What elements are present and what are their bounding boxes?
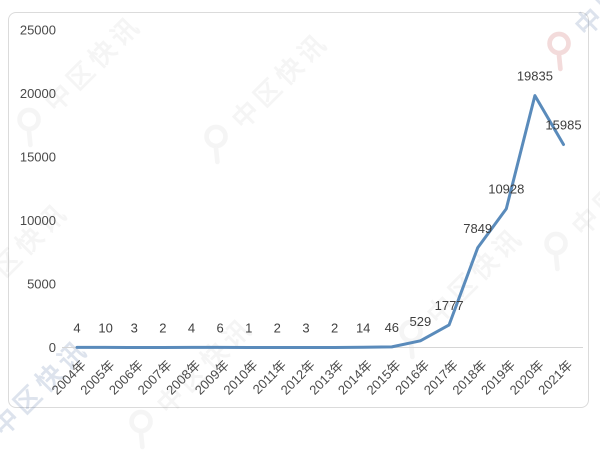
data-label: 2 [331, 321, 338, 336]
data-label: 1777 [435, 298, 464, 313]
data-label: 46 [385, 320, 399, 335]
data-label: 2 [159, 321, 166, 336]
data-label: 6 [216, 320, 223, 335]
data-label: 19835 [517, 69, 553, 84]
y-axis-label: 20000 [20, 86, 56, 101]
watermark-logo-icon [0, 424, 1, 472]
y-axis-label: 25000 [20, 23, 56, 38]
data-label: 3 [131, 321, 138, 336]
y-axis-label: 0 [49, 340, 56, 355]
data-label: 7849 [463, 221, 492, 236]
data-label: 15985 [545, 118, 581, 133]
data-label: 3 [302, 321, 309, 336]
y-axis-label: 5000 [27, 277, 56, 292]
data-label: 10928 [488, 182, 524, 197]
data-label: 14 [356, 320, 370, 335]
data-label: 1 [245, 321, 252, 336]
y-axis-label: 15000 [20, 150, 56, 165]
data-line [75, 94, 565, 349]
chart-frame [8, 12, 589, 408]
data-label: 10 [98, 320, 112, 335]
data-label: 4 [73, 320, 80, 335]
data-label: 2 [274, 321, 281, 336]
data-label: 529 [410, 314, 432, 329]
data-label: 4 [188, 320, 195, 335]
y-axis-label: 10000 [20, 213, 56, 228]
